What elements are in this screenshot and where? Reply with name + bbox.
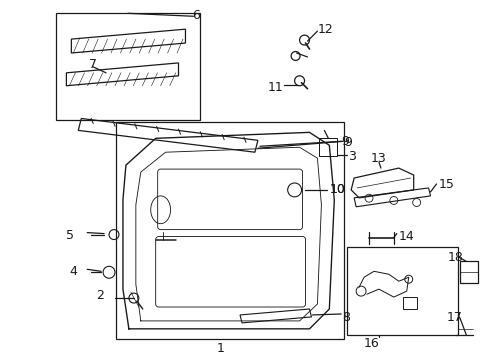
Text: 10: 10 — [328, 183, 345, 196]
Text: 14: 14 — [398, 230, 414, 243]
Bar — [116, 122, 344, 339]
Text: 1: 1 — [216, 342, 224, 355]
Bar — [56, 13, 200, 121]
Text: 3: 3 — [347, 150, 355, 163]
Text: 6: 6 — [192, 9, 200, 22]
Text: 17: 17 — [446, 311, 461, 324]
Text: 7: 7 — [89, 58, 97, 71]
Bar — [319, 138, 337, 156]
Text: 10: 10 — [328, 183, 345, 196]
Text: 16: 16 — [364, 337, 379, 350]
Bar — [402, 297, 416, 309]
Text: 12: 12 — [317, 23, 332, 36]
Text: 8: 8 — [342, 311, 349, 324]
Text: 9: 9 — [341, 135, 348, 148]
Text: 13: 13 — [370, 152, 386, 165]
Bar — [346, 247, 457, 335]
Text: 5: 5 — [66, 229, 74, 242]
Text: 9: 9 — [344, 136, 351, 149]
Bar — [459, 261, 477, 283]
Text: 15: 15 — [438, 178, 453, 191]
Text: 2: 2 — [96, 289, 104, 302]
Text: 18: 18 — [447, 251, 462, 265]
Text: 4: 4 — [69, 265, 77, 278]
Text: 11: 11 — [267, 81, 283, 94]
